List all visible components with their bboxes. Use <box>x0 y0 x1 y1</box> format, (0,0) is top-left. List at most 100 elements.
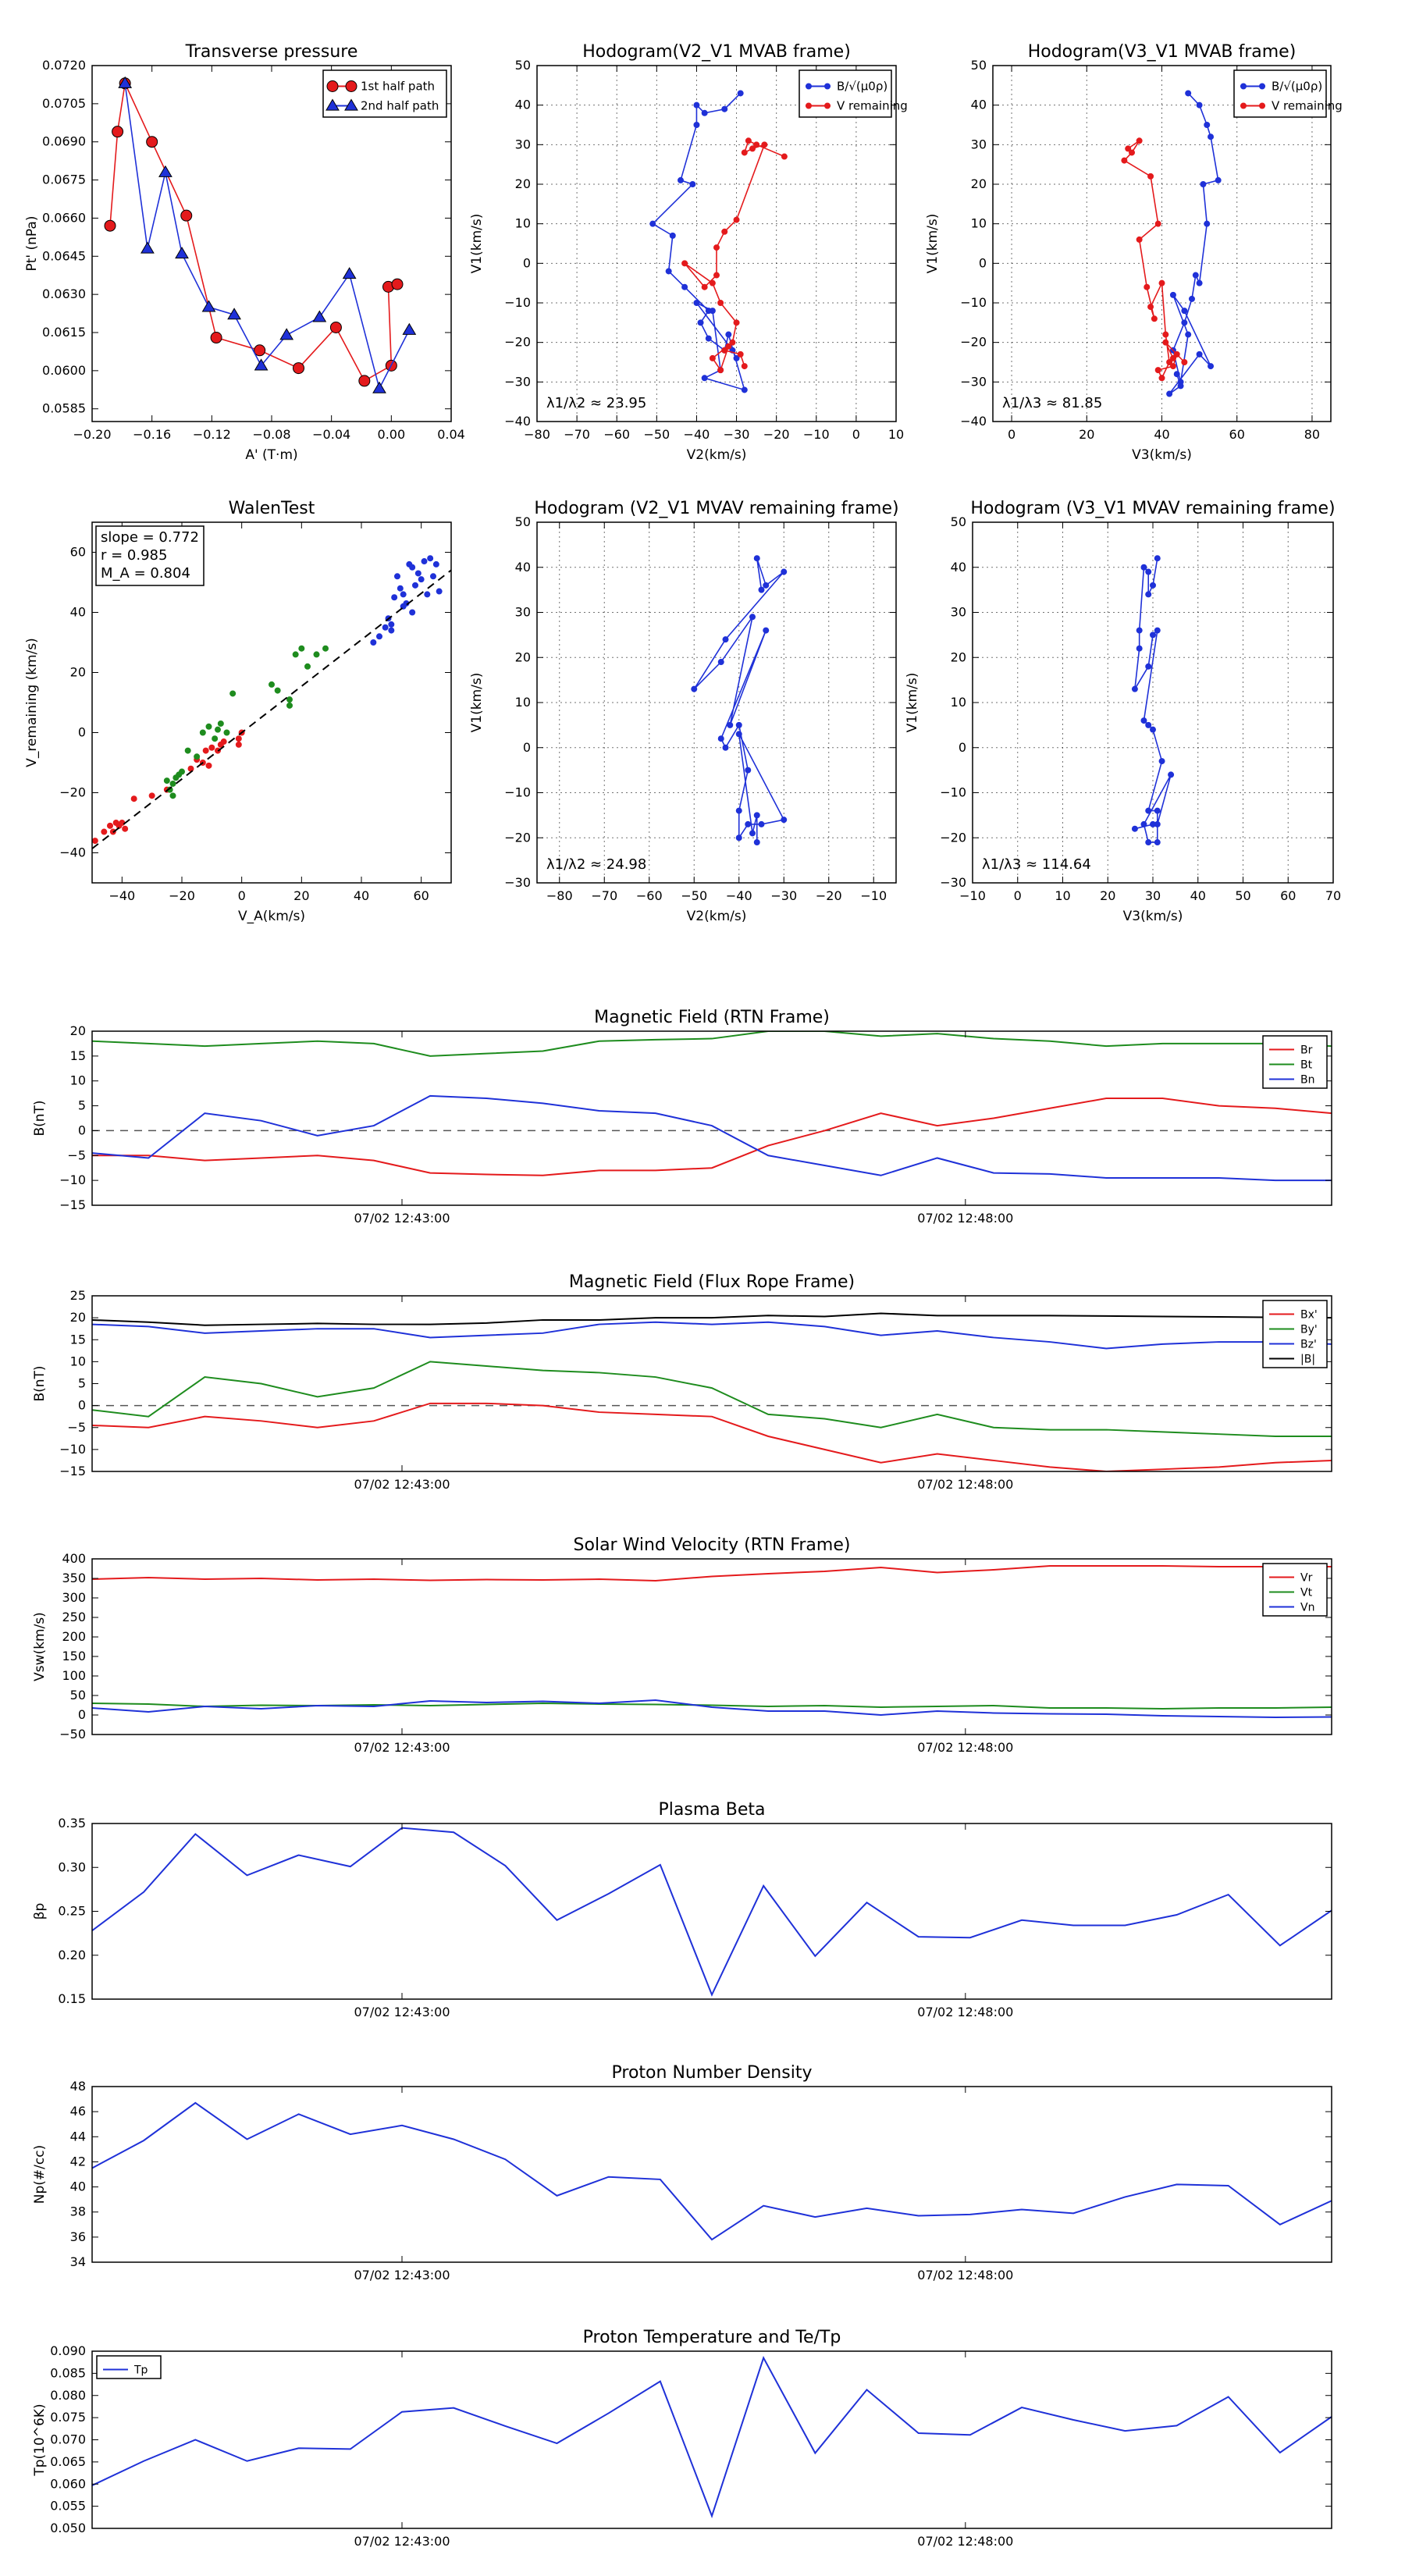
data-point <box>709 308 716 315</box>
axes-frame <box>536 65 897 422</box>
chart-12: Proton Temperature and Te/Tp 07/02 12:43:… <box>32 2328 1332 2549</box>
legend-marker <box>326 80 339 92</box>
data-point <box>693 122 700 128</box>
y-tick-label: 20 <box>515 176 531 191</box>
data-point <box>329 321 342 333</box>
data-point <box>194 753 201 760</box>
legend-label: V remaining <box>837 99 908 113</box>
y-tick-label: 10 <box>70 1354 86 1368</box>
plot-area <box>104 76 417 393</box>
data-point <box>1169 291 1176 298</box>
y-tick-label: 40 <box>70 605 86 620</box>
data-point <box>1173 350 1180 358</box>
y-tick-label: −20 <box>960 335 987 350</box>
data-point <box>205 723 212 730</box>
x-axis-label: V2(km/s) <box>687 909 747 924</box>
data-point <box>741 149 748 156</box>
legend-label: Br <box>1300 1044 1313 1057</box>
y-tick-label: 0.050 <box>50 2521 86 2535</box>
data-point <box>1144 283 1151 290</box>
data-point <box>212 735 219 742</box>
x-tick-label: −80 <box>546 888 573 903</box>
y-tick-label: 20 <box>70 1023 86 1038</box>
data-point <box>681 283 688 290</box>
data-point <box>1162 331 1169 338</box>
data-point <box>1204 122 1211 128</box>
data-point <box>391 278 404 290</box>
data-point <box>1168 771 1175 778</box>
data-point <box>722 636 729 643</box>
data-point <box>205 762 212 769</box>
stats-text: M_A = 0.804 <box>101 565 190 582</box>
data-point <box>158 165 173 177</box>
y-tick-label: 44 <box>70 2129 86 2144</box>
data-point <box>432 560 439 568</box>
data-point <box>681 260 688 267</box>
y-tick-label: 34 <box>70 2254 86 2269</box>
y-tick-label: 10 <box>951 695 966 710</box>
y-tick-label: 5 <box>78 1098 86 1113</box>
x-tick-label: −40 <box>684 427 710 442</box>
legend-marker <box>824 83 831 90</box>
plot-area <box>691 555 788 846</box>
data-point <box>1145 721 1152 728</box>
axes-frame <box>91 2350 1332 2529</box>
y-tick-label: −40 <box>504 414 531 429</box>
data-point <box>1169 363 1176 370</box>
y-tick-label: 0.055 <box>50 2499 86 2514</box>
x-tick-label: −0.20 <box>73 427 111 442</box>
series-line-Vr <box>92 1565 1332 1582</box>
data-point <box>1181 359 1188 365</box>
y-tick-label: 0.065 <box>50 2454 86 2469</box>
stats-text: r = 0.985 <box>101 547 167 564</box>
data-point <box>693 300 700 306</box>
series-line-Bn <box>92 1094 1332 1182</box>
y-tick-label: 50 <box>951 514 966 529</box>
y-tick-label: −30 <box>960 374 987 389</box>
chart-5: Hodogram (V2_V1 MVAV remaining frame) −80… <box>469 499 899 924</box>
data-point <box>140 241 155 254</box>
chart-title: Magnetic Field (RTN Frame) <box>594 1008 830 1027</box>
y-tick-label: 0.35 <box>58 1816 86 1831</box>
eigen-ratio-label: λ1/λ3 ≈ 114.64 <box>982 856 1091 873</box>
data-point <box>737 90 744 97</box>
y-tick-label: 40 <box>971 98 987 112</box>
x-tick-label: 50 <box>1235 888 1250 903</box>
y-tick-label: 46 <box>70 2104 86 2119</box>
data-point <box>254 344 266 357</box>
y-tick-label: −10 <box>59 1172 86 1187</box>
y-tick-label: 0 <box>78 1123 86 1137</box>
data-point <box>725 343 732 350</box>
x-tick-label: 07/02 12:43:00 <box>354 2534 450 2549</box>
y-tick-label: −20 <box>59 785 86 800</box>
x-axis-label: A' (T·m) <box>245 447 297 463</box>
data-point <box>717 659 724 666</box>
x-axis-label: V3(km/s) <box>1132 447 1192 463</box>
data-point <box>394 573 400 580</box>
series-line-V remaining <box>1123 140 1185 380</box>
x-tick-label: −80 <box>524 427 550 442</box>
stats-box <box>95 525 205 586</box>
series-line-Vn <box>92 1699 1332 1719</box>
x-tick-label: 07/02 12:48:00 <box>917 1477 1013 1492</box>
data-point <box>781 817 788 824</box>
data-point <box>388 621 395 628</box>
legend-marker <box>344 98 358 111</box>
y-tick-label: 0.0705 <box>42 96 86 111</box>
data-point <box>717 367 724 374</box>
data-point <box>402 322 417 335</box>
x-tick-label: 0 <box>1008 427 1016 442</box>
data-point <box>1154 839 1161 846</box>
legend-label: Bx' <box>1300 1309 1318 1322</box>
data-point <box>1196 101 1203 109</box>
data-point <box>414 570 422 577</box>
y-tick-label: −40 <box>59 845 86 860</box>
chart-title: Proton Temperature and Te/Tp <box>583 2328 841 2347</box>
y-tick-label: −10 <box>940 785 966 800</box>
legend-marker <box>1259 83 1265 90</box>
data-point <box>1204 220 1211 227</box>
x-tick-label: 70 <box>1325 888 1341 903</box>
chart-title: Hodogram(V3_V1 MVAB frame) <box>1028 42 1297 62</box>
data-point <box>412 582 418 589</box>
legend-label: Vr <box>1300 1572 1313 1585</box>
